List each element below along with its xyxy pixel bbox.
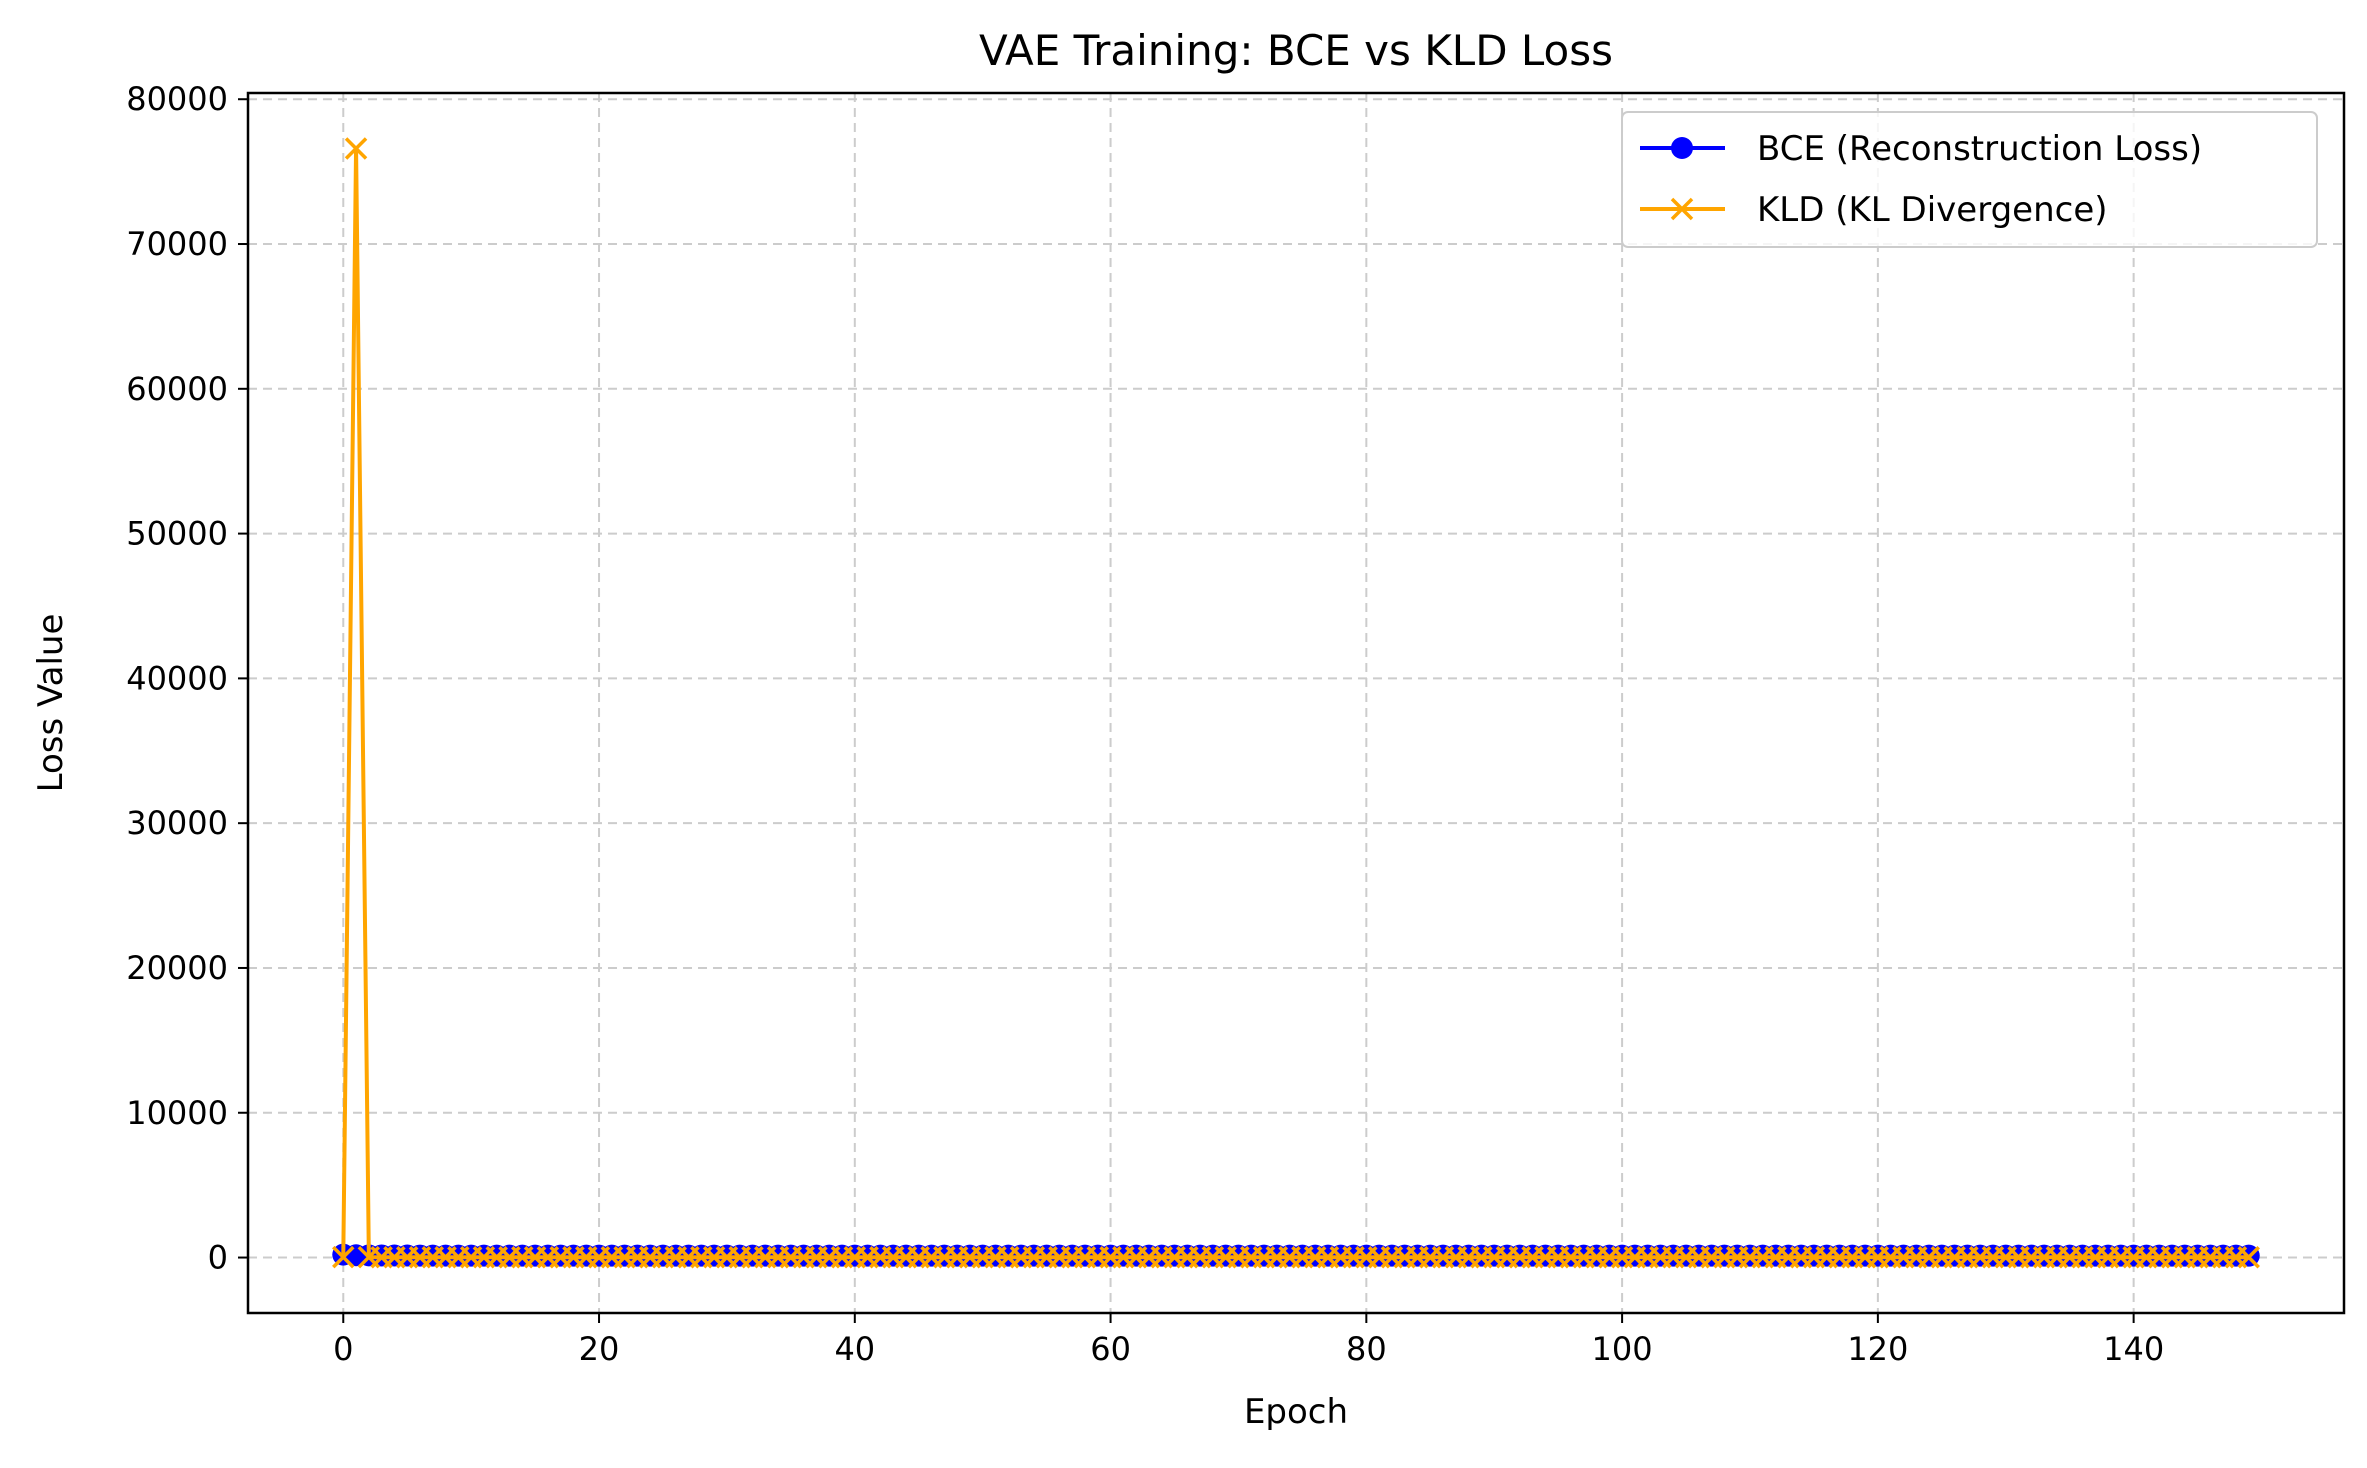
x-tick-label: 60 xyxy=(1090,1330,1131,1368)
x-tick-label: 140 xyxy=(2103,1330,2164,1368)
legend-label-kld: KLD (KL Divergence) xyxy=(1757,190,2108,230)
y-tick-label: 40000 xyxy=(126,659,228,697)
y-tick-label: 70000 xyxy=(126,225,228,263)
x-tick-label: 80 xyxy=(1346,1330,1387,1368)
x-tick-label: 20 xyxy=(579,1330,620,1368)
x-tick-label: 40 xyxy=(834,1330,875,1368)
x-tick-label: 0 xyxy=(333,1330,353,1368)
legend-box xyxy=(1621,111,2318,248)
plot-frame xyxy=(246,91,2346,1315)
ticks: 0 20 40 60 80 100 120 140 0 10000 20000 30000 40000 5… xyxy=(126,80,2164,1368)
y-tick-label: 30000 xyxy=(126,804,228,842)
chart-title: VAE Training: BCE vs KLD Loss xyxy=(979,26,1613,75)
legend-marker-bce xyxy=(1671,137,1693,159)
series-layer xyxy=(332,137,2260,1269)
x-tick-label: 100 xyxy=(1592,1330,1653,1368)
x-axis-label: Epoch xyxy=(1244,1392,1348,1432)
y-tick-label: 10000 xyxy=(126,1094,228,1132)
y-axis-label: Loss Value xyxy=(31,614,71,793)
y-tick-label: 80000 xyxy=(126,80,228,118)
kld-data-point xyxy=(332,1245,355,1269)
kld-data-point xyxy=(2237,1246,2260,1269)
legend: BCE (Reconstruction Loss) KLD (KL Diverg… xyxy=(1621,111,2318,248)
legend-label-bce: BCE (Reconstruction Loss) xyxy=(1757,129,2202,169)
y-tick-label: 20000 xyxy=(126,949,228,987)
legend-marker-kld xyxy=(1670,197,1694,221)
y-tick-label: 0 xyxy=(208,1239,228,1277)
x-tick-label: 120 xyxy=(1847,1330,1908,1368)
kld-data-point xyxy=(344,137,368,160)
y-tick-label: 50000 xyxy=(126,515,228,553)
y-tick-label: 60000 xyxy=(126,370,228,408)
